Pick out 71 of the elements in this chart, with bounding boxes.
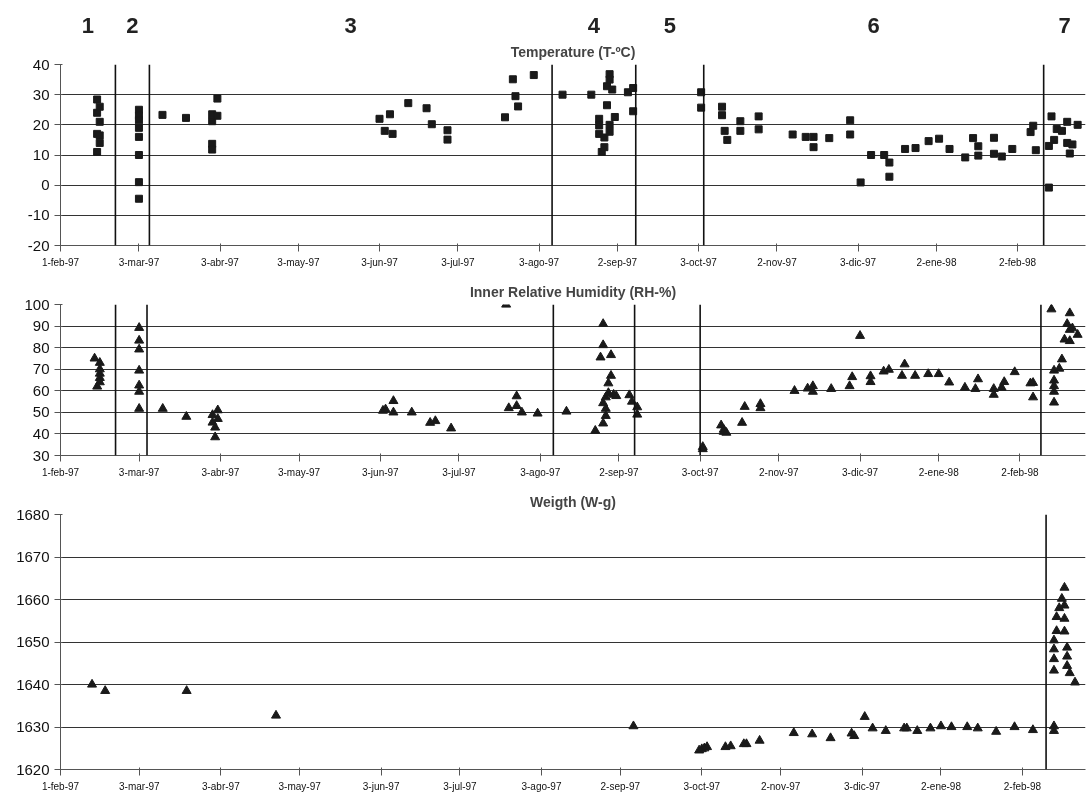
x-tick-label: 2-feb-98 <box>1001 466 1040 478</box>
x-tick-label: 3-jun-97 <box>361 466 400 478</box>
y-tick-label: 40 <box>32 55 50 73</box>
y-tick-label: 30 <box>32 446 50 464</box>
x-tick-label: 2-nov-97 <box>760 780 801 792</box>
text: 7 <box>1058 12 1071 38</box>
y-tick-label: -20 <box>27 236 50 254</box>
x-tick-label: 3-ago-97 <box>518 256 560 268</box>
y-tick-label: 80 <box>32 338 50 356</box>
y-tick-label: -10 <box>27 206 50 224</box>
x-tick-label: 3-mar-97 <box>119 780 161 792</box>
x-tick-label: 2-nov-97 <box>757 256 798 268</box>
y-tick-label: 20 <box>32 115 50 133</box>
text: 4 <box>587 12 601 38</box>
x-tick-label: 3-may-97 <box>277 256 320 268</box>
x-tick-label: 2-ene-98 <box>918 466 960 478</box>
x-tick-label: 3-may-97 <box>277 466 321 478</box>
y-tick-label: 90 <box>32 317 50 335</box>
chart-title: Inner Relative Humidity (RH-%) <box>469 283 677 300</box>
chart-title: Temperature (T-ºC) <box>510 43 636 60</box>
y-tick-label: 1640 <box>16 675 50 693</box>
text: 5 <box>663 12 676 38</box>
x-tick-label: 3-abr-97 <box>201 780 241 792</box>
x-tick-label: 2-ene-98 <box>916 256 957 268</box>
x-tick-label: 2-nov-97 <box>759 466 799 478</box>
x-tick-label: 3-jul-97 <box>442 466 477 478</box>
x-tick-label: 3-dic-97 <box>839 256 877 268</box>
x-tick-label: 1-feb-97 <box>41 780 80 792</box>
text: 6 <box>867 12 880 38</box>
text: 2 <box>126 12 139 38</box>
y-tick-label: 50 <box>32 403 50 421</box>
x-tick-label: 3-ago-97 <box>520 466 561 478</box>
x-tick-label: 3-mar-97 <box>118 256 160 268</box>
y-tick-label: 0 <box>41 176 50 194</box>
y-tick-label: 60 <box>32 381 50 399</box>
x-tick-label: 3-oct-97 <box>680 256 718 268</box>
x-tick-label: 2-feb-98 <box>998 256 1037 268</box>
x-tick-label: 3-dic-97 <box>844 780 881 792</box>
x-tick-label: 3-jun-97 <box>362 780 400 792</box>
x-tick-label: 3-jul-97 <box>443 780 478 792</box>
y-tick-label: 30 <box>32 85 50 103</box>
y-tick-label: 40 <box>32 424 50 442</box>
y-tick-label: 10 <box>32 146 50 163</box>
x-tick-label: 3-oct-97 <box>683 780 721 792</box>
x-tick-label: 2-feb-98 <box>1003 780 1042 792</box>
x-tick-label: 3-jun-97 <box>361 256 399 268</box>
x-tick-label: 3-abr-97 <box>201 466 240 478</box>
x-tick-label: 2-ene-98 <box>920 780 962 792</box>
y-tick-label: 1620 <box>16 760 50 778</box>
text: 3 <box>344 12 357 38</box>
x-tick-label: 3-mar-97 <box>118 466 160 478</box>
x-tick-label: 3-oct-97 <box>681 466 719 478</box>
x-tick-label: 2-sep-97 <box>597 256 638 268</box>
x-tick-label: 3-ago-97 <box>521 780 562 792</box>
x-tick-label: 1-feb-97 <box>41 256 80 268</box>
x-tick-label: 2-sep-97 <box>600 780 641 792</box>
y-tick-label: 1650 <box>16 633 50 650</box>
x-tick-label: 2-sep-97 <box>599 466 640 478</box>
x-tick-label: 3-may-97 <box>278 780 322 792</box>
y-tick-label: 70 <box>32 360 50 378</box>
x-tick-label: 3-dic-97 <box>841 466 879 478</box>
x-tick-label: 3-abr-97 <box>201 256 240 268</box>
y-tick-label: 1670 <box>16 548 50 565</box>
y-tick-label: 1660 <box>16 590 50 608</box>
x-tick-label: 1-feb-97 <box>41 466 80 478</box>
chart-title: Weigth (W-g) <box>530 493 616 510</box>
y-tick-label: 100 <box>24 295 50 313</box>
x-tick-label: 3-jul-97 <box>441 256 476 268</box>
y-tick-label: 1680 <box>16 505 50 523</box>
y-tick-label: 1630 <box>16 718 50 735</box>
text: 1 <box>81 12 95 38</box>
